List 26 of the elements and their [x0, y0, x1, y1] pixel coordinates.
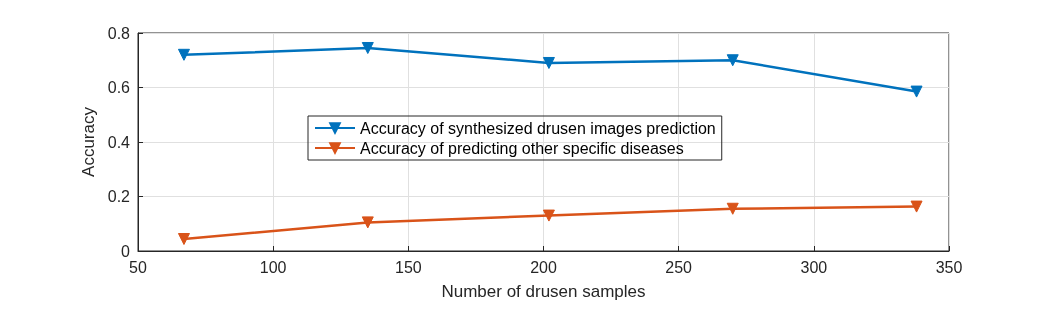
legend-label: Accuracy of predicting other specific diseases	[360, 139, 684, 157]
point	[542, 56, 555, 69]
y-tick-label: 0.8	[107, 24, 131, 42]
point	[726, 54, 739, 67]
x-tick-label: 350	[935, 258, 963, 276]
point	[361, 41, 374, 54]
point	[177, 233, 190, 246]
point	[361, 216, 374, 229]
x-tick-label: 50	[129, 258, 147, 276]
x-tick-label: 100	[259, 258, 287, 276]
y-tick-label: 0.4	[107, 133, 131, 151]
x-tick-label: 150	[394, 258, 422, 276]
point	[910, 200, 923, 213]
x-axis-title: Number of drusen samples	[441, 282, 646, 301]
point	[910, 85, 923, 98]
y-tick-label: 0.2	[107, 188, 131, 205]
point	[177, 48, 190, 61]
y-tick-label: 0.6	[107, 79, 131, 96]
x-tick-label: 250	[665, 258, 693, 276]
legend-label: Accuracy of synthesized drusen images prediction	[360, 119, 716, 137]
x-tick-label: 200	[530, 258, 557, 276]
y-tick-label: 0	[121, 242, 131, 260]
x-tick-label: 300	[800, 258, 828, 276]
point	[542, 209, 555, 222]
y-axis-title: Accuracy	[78, 106, 98, 177]
point	[726, 202, 739, 215]
